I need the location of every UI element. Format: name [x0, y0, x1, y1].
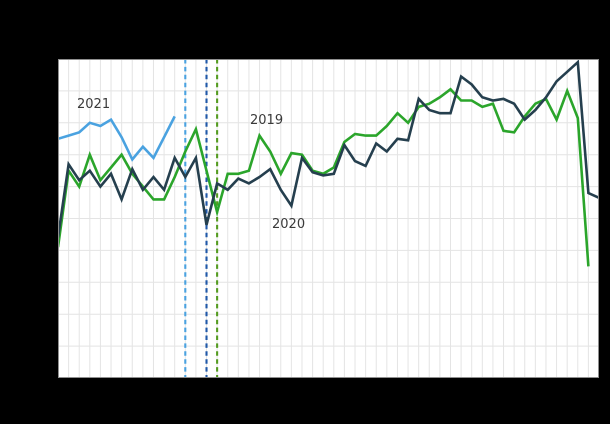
plot-area: 2021 2019 2020 [58, 59, 599, 378]
series-label-2021: 2021 [77, 97, 111, 112]
line-chart [58, 59, 599, 378]
grid-lines [58, 59, 599, 378]
series-label-2019: 2019 [250, 113, 284, 128]
series-line-2021 [58, 115, 176, 162]
plot-border [58, 59, 599, 378]
series-line-2019 [58, 87, 590, 267]
series-line-2020 [58, 59, 599, 238]
series-label-2020: 2020 [272, 217, 306, 232]
